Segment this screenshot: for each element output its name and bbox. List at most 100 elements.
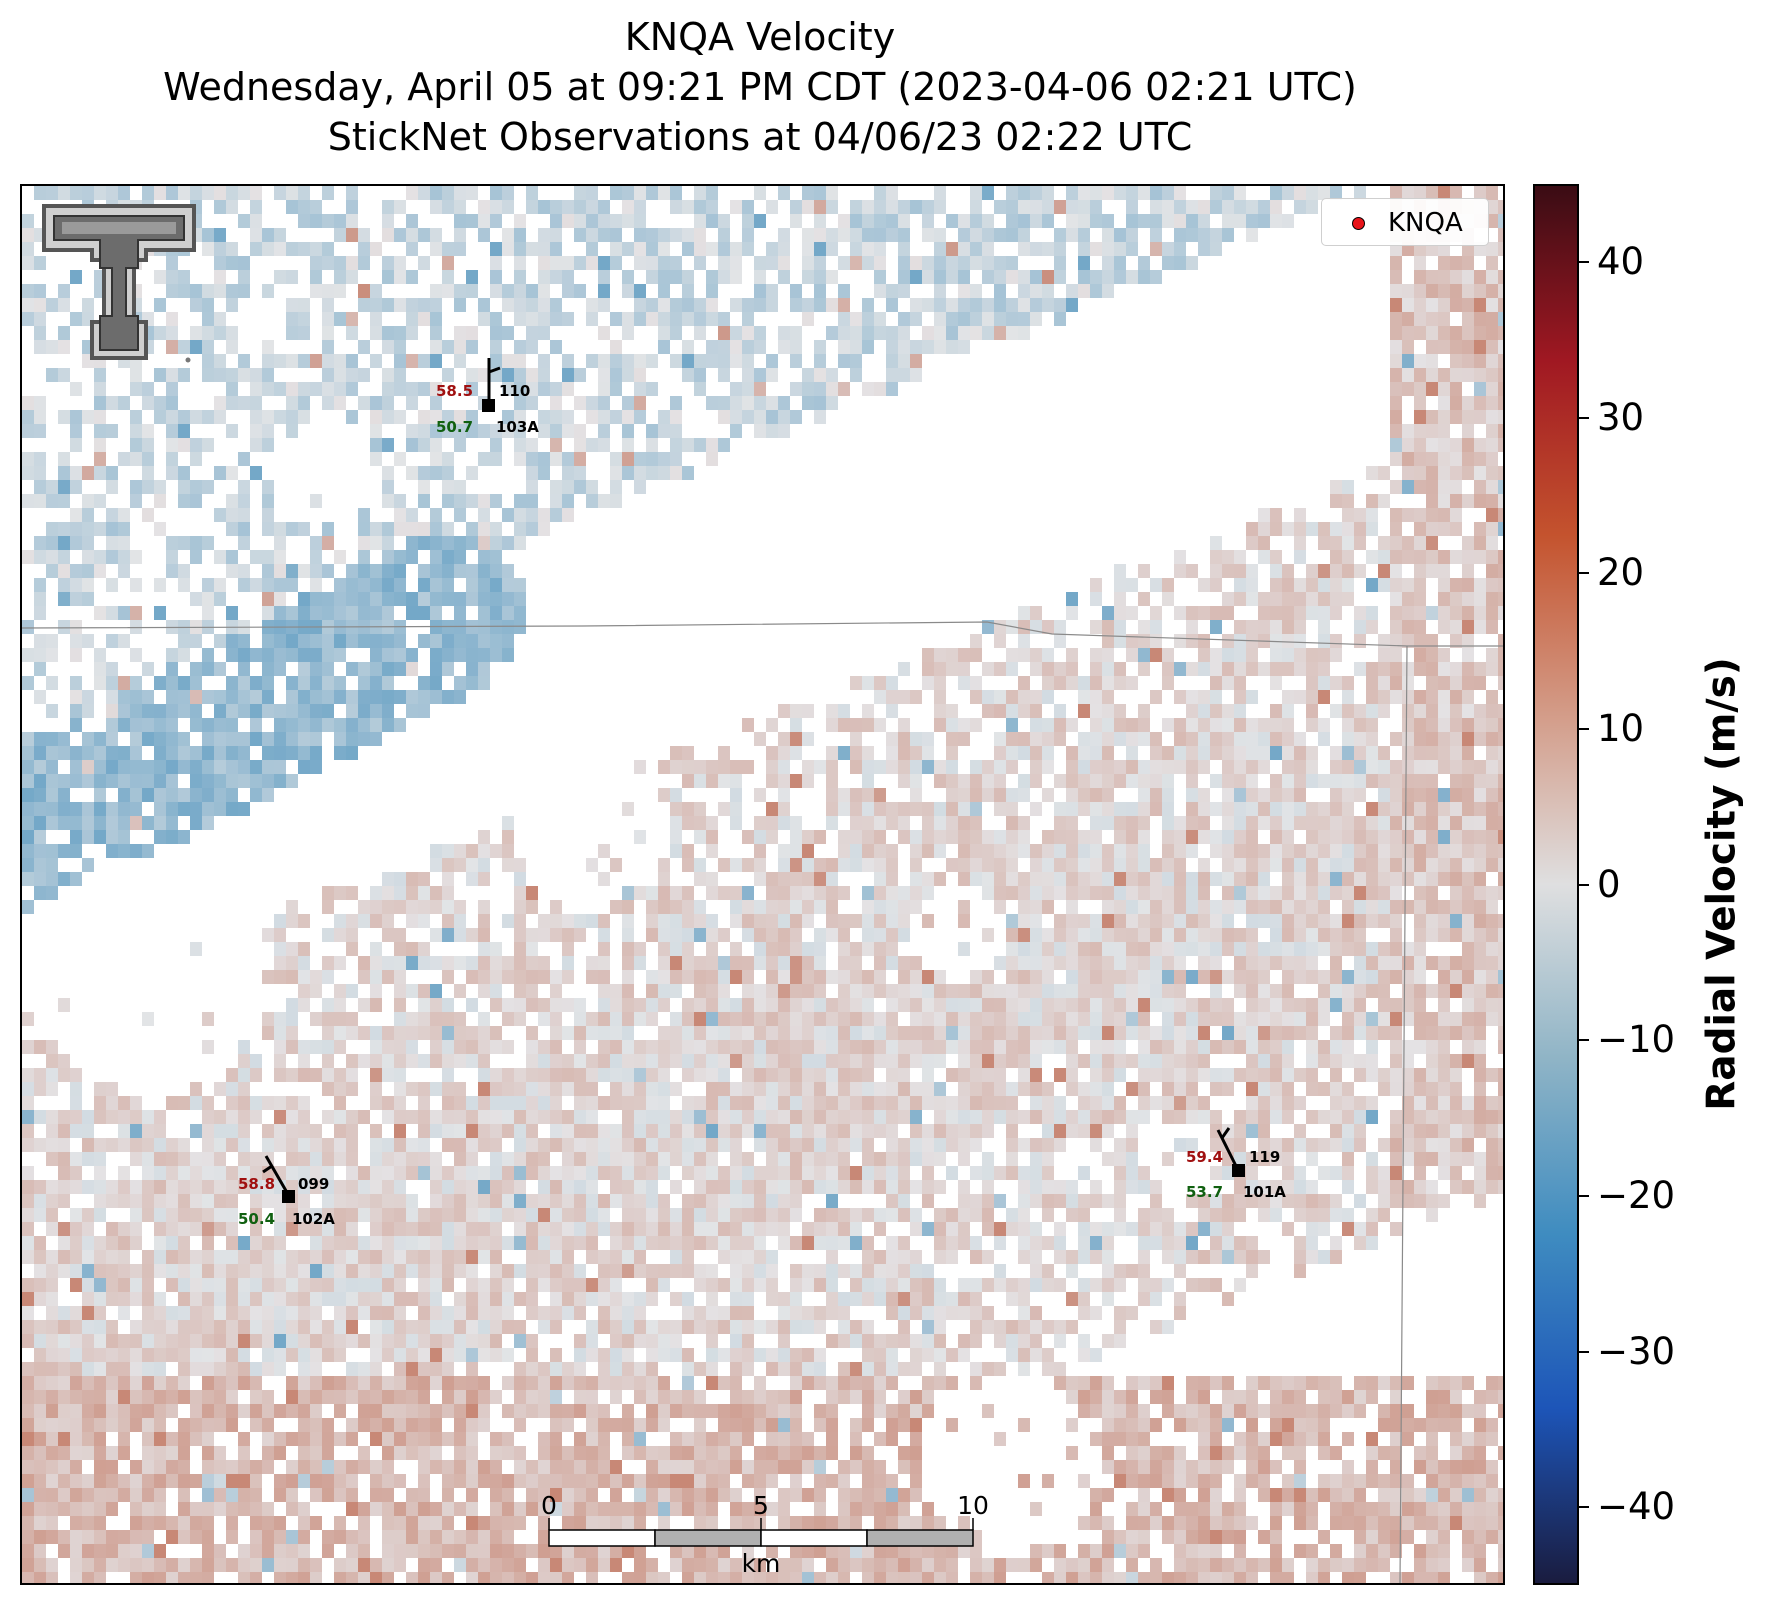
velocity-cell bbox=[22, 396, 34, 410]
velocity-cell bbox=[1198, 634, 1210, 648]
velocity-cell bbox=[982, 1026, 994, 1040]
velocity-cell bbox=[1318, 802, 1330, 816]
velocity-cell bbox=[790, 1124, 802, 1138]
velocity-cell bbox=[58, 1166, 70, 1180]
velocity-cell bbox=[1078, 1096, 1090, 1110]
velocity-cell bbox=[1474, 760, 1486, 774]
velocity-cell bbox=[1186, 1040, 1198, 1054]
velocity-cell bbox=[1270, 550, 1282, 564]
velocity-cell bbox=[382, 970, 394, 984]
velocity-cell bbox=[310, 746, 322, 760]
velocity-cell bbox=[1198, 606, 1210, 620]
velocity-cell bbox=[430, 956, 442, 970]
velocity-cell bbox=[1390, 844, 1402, 858]
velocity-cell bbox=[58, 494, 70, 508]
velocity-cell bbox=[550, 256, 562, 270]
velocity-cell bbox=[370, 326, 382, 340]
velocity-cell bbox=[1186, 1138, 1198, 1152]
velocity-cell bbox=[1234, 620, 1246, 634]
velocity-cell bbox=[1390, 998, 1402, 1012]
velocity-cell bbox=[1294, 578, 1306, 592]
velocity-cell bbox=[1270, 522, 1282, 536]
velocity-cell bbox=[442, 886, 454, 900]
velocity-cell bbox=[322, 900, 334, 914]
velocity-cell bbox=[238, 774, 250, 788]
velocity-cell bbox=[1018, 270, 1030, 284]
velocity-cell bbox=[154, 410, 166, 424]
velocity-cell bbox=[826, 1082, 838, 1096]
velocity-cell bbox=[1150, 914, 1162, 928]
velocity-cell bbox=[394, 298, 406, 312]
velocity-cell bbox=[1270, 956, 1282, 970]
velocity-cell bbox=[1210, 774, 1222, 788]
velocity-cell bbox=[1294, 928, 1306, 942]
velocity-cell bbox=[1414, 1026, 1426, 1040]
velocity-cell bbox=[742, 242, 754, 256]
radar-map[interactable]: 58.5 110 50.7 103A 58.8 099 50.4 102A 59… bbox=[20, 184, 1505, 1585]
velocity-cell bbox=[34, 690, 46, 704]
velocity-cell bbox=[1462, 452, 1474, 466]
velocity-cell bbox=[34, 480, 46, 494]
velocity-cell bbox=[850, 1166, 862, 1180]
velocity-cell bbox=[1366, 1012, 1378, 1026]
velocity-cell bbox=[862, 746, 874, 760]
velocity-cell bbox=[346, 214, 358, 228]
velocity-cell bbox=[202, 662, 214, 676]
velocity-cell bbox=[466, 1110, 478, 1124]
velocity-cell bbox=[1162, 1054, 1174, 1068]
velocity-cell bbox=[1342, 900, 1354, 914]
velocity-cell bbox=[514, 1082, 526, 1096]
velocity-cell bbox=[1498, 396, 1503, 410]
velocity-cell bbox=[1162, 648, 1174, 662]
velocity-cell bbox=[370, 452, 382, 466]
velocity-cell bbox=[550, 1040, 562, 1054]
velocity-cell bbox=[34, 424, 46, 438]
velocity-cell bbox=[862, 1124, 874, 1138]
velocity-cell bbox=[658, 1138, 670, 1152]
velocity-cell bbox=[610, 1152, 622, 1166]
velocity-cell bbox=[1150, 606, 1162, 620]
velocity-cell bbox=[118, 830, 130, 844]
velocity-cell bbox=[358, 998, 370, 1012]
velocity-cell bbox=[1090, 816, 1102, 830]
velocity-cell bbox=[646, 928, 658, 942]
velocity-cell bbox=[1126, 1166, 1138, 1180]
velocity-cell bbox=[538, 998, 550, 1012]
velocity-cell bbox=[994, 704, 1006, 718]
velocity-cell bbox=[526, 466, 538, 480]
velocity-cell bbox=[838, 1124, 850, 1138]
velocity-cell bbox=[82, 578, 94, 592]
velocity-cell bbox=[982, 1012, 994, 1026]
velocity-cell bbox=[742, 396, 754, 410]
velocity-cell bbox=[1306, 662, 1318, 676]
velocity-cell bbox=[1330, 942, 1342, 956]
velocity-cell bbox=[1462, 536, 1474, 550]
velocity-cell bbox=[682, 1110, 694, 1124]
velocity-cell bbox=[1474, 452, 1486, 466]
velocity-cell bbox=[1078, 774, 1090, 788]
velocity-cell bbox=[1270, 802, 1282, 816]
velocity-cell bbox=[1282, 998, 1294, 1012]
velocity-cell bbox=[334, 634, 346, 648]
velocity-cell bbox=[358, 676, 370, 690]
velocity-cell bbox=[502, 410, 514, 424]
velocity-cell bbox=[598, 368, 610, 382]
velocity-cell bbox=[310, 256, 322, 270]
velocity-cell bbox=[958, 256, 970, 270]
velocity-cell bbox=[478, 200, 490, 214]
velocity-cell bbox=[106, 760, 118, 774]
velocity-cell bbox=[994, 1026, 1006, 1040]
velocity-cell bbox=[1222, 1012, 1234, 1026]
velocity-cell bbox=[694, 1138, 706, 1152]
velocity-cell bbox=[1378, 648, 1390, 662]
velocity-cell bbox=[1450, 466, 1462, 480]
velocity-cell bbox=[598, 354, 610, 368]
velocity-cell bbox=[1498, 312, 1503, 326]
velocity-cell bbox=[586, 1068, 598, 1082]
velocity-cell bbox=[742, 1166, 754, 1180]
velocity-cell bbox=[658, 970, 670, 984]
velocity-cell bbox=[754, 1110, 766, 1124]
velocity-cell bbox=[790, 900, 802, 914]
velocity-cell bbox=[1426, 564, 1438, 578]
velocity-cell bbox=[1114, 802, 1126, 816]
